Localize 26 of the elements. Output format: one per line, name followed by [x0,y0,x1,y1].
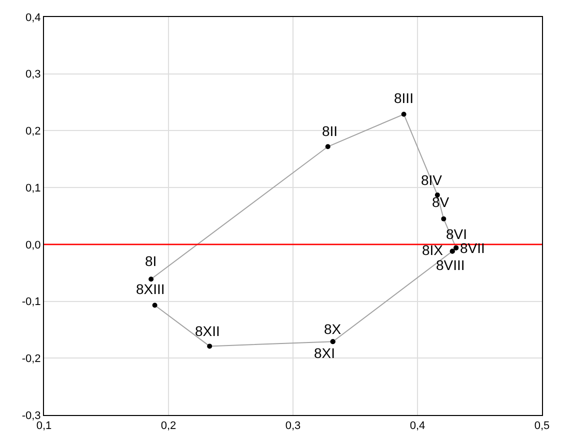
annotation: 8VII [460,240,485,256]
x-tick-label: 0,4 [410,420,426,432]
annotation: 8IX [422,242,444,258]
annotation: 8VIII [436,257,465,273]
y-tick-label: -0,2 [22,352,41,365]
annotation: 8III [394,90,414,106]
y-tick-label: 0,1 [26,182,41,194]
y-tick-label: -0,1 [22,296,41,308]
y-tick-label: 0,2 [26,126,41,138]
y-tick-label: -0,3 [22,410,41,422]
x-tick-label: 0,3 [285,420,301,432]
annotation: 8X [324,321,342,337]
y-tick-label: 0,3 [26,68,41,81]
annotation: 8V [432,194,450,210]
annotation: 8XI [314,345,336,361]
annotation: 8I [145,253,157,269]
annotation: 8XIII [136,281,165,297]
annotation: 8XII [195,323,220,339]
annotation: 8IV [421,172,443,188]
annotation: 8VI [446,226,468,242]
annotation: 8II [322,123,338,139]
y-tick-label: 0,4 [26,12,41,24]
x-tick-label: 0,1 [36,420,52,432]
x-tick-label: 0,5 [534,420,550,432]
x-tick-label: 0,2 [160,420,176,432]
y-tick-label: 0,0 [26,239,41,252]
